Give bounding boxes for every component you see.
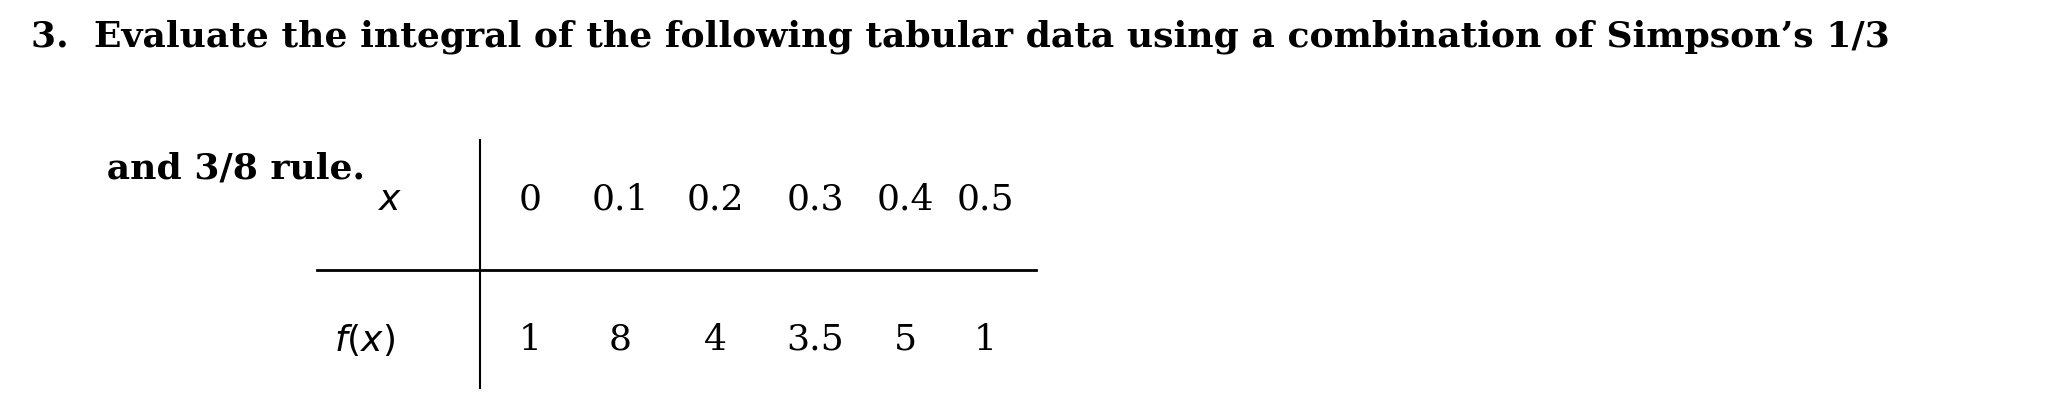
Text: 3.  Evaluate the integral of the following tabular data using a combination of S: 3. Evaluate the integral of the followin… [31, 20, 1891, 54]
Text: 0: 0 [518, 183, 542, 217]
Text: and 3/8 rule.: and 3/8 rule. [31, 152, 364, 186]
Text: 3.5: 3.5 [786, 323, 843, 357]
Text: 0.4: 0.4 [876, 183, 933, 217]
Text: 0.5: 0.5 [955, 183, 1015, 217]
Text: 0.1: 0.1 [591, 183, 649, 217]
Text: 5: 5 [894, 323, 917, 357]
Text: 0.3: 0.3 [786, 183, 843, 217]
Text: 1: 1 [518, 323, 542, 357]
Text: $x$: $x$ [379, 183, 403, 217]
Text: 0.2: 0.2 [685, 183, 745, 217]
Text: $f(x)$: $f(x)$ [333, 322, 395, 358]
Text: 4: 4 [704, 323, 726, 357]
Text: 8: 8 [608, 323, 632, 357]
Text: 1: 1 [974, 323, 996, 357]
